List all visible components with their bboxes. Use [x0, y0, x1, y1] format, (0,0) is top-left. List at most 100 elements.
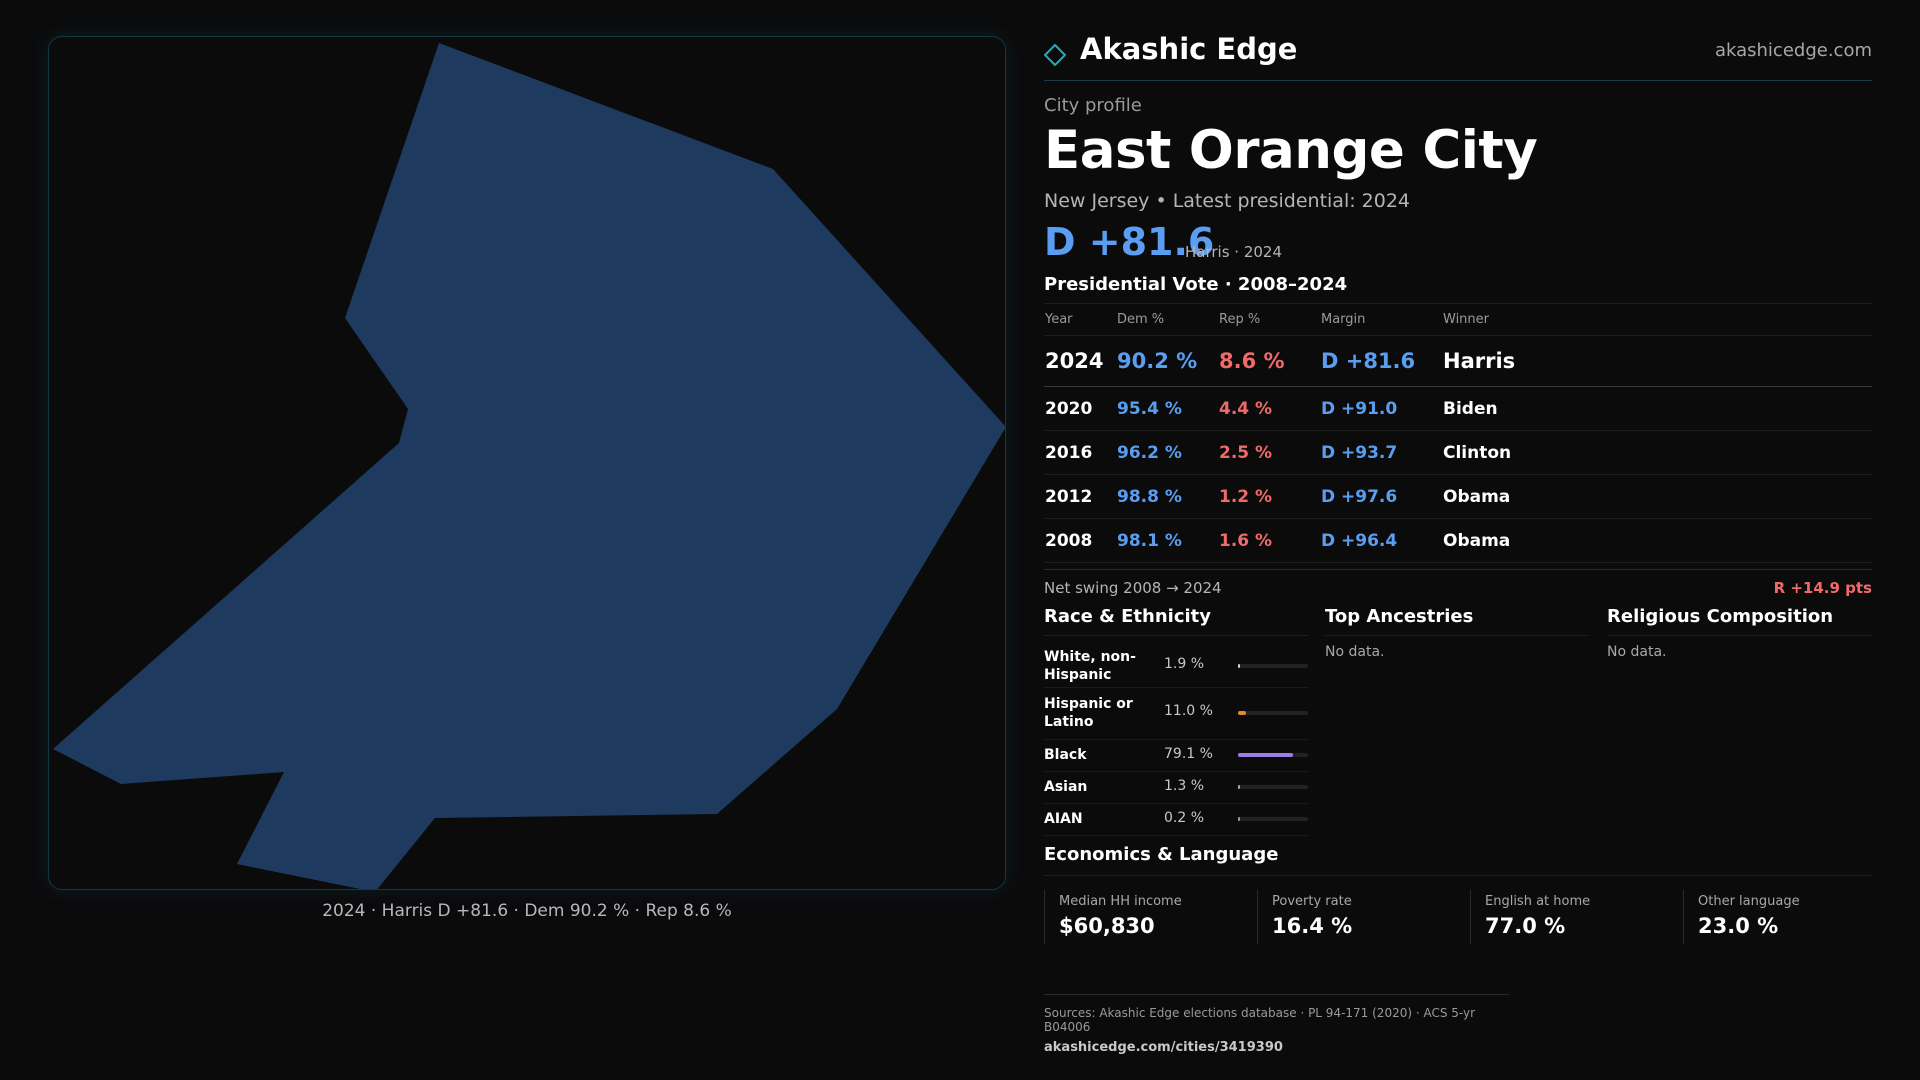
page-kicker: City profile [1044, 95, 1142, 116]
header-dem: Dem % [1116, 304, 1218, 336]
stat-label: English at home [1485, 894, 1591, 909]
table-row: 2016 96.2 % 2.5 % D +93.7 Clinton [1044, 430, 1872, 475]
stat-value: $60,830 [1059, 914, 1155, 938]
margin-cell: D +81.6 [1320, 335, 1442, 387]
economics-stats: Median HH income $60,830 Poverty rate 16… [1044, 890, 1872, 944]
stat-poverty-rate: Poverty rate 16.4 % [1257, 890, 1470, 944]
rep-cell: 4.4 % [1218, 386, 1320, 431]
year-cell: 2012 [1044, 474, 1116, 519]
stat-value: 16.4 % [1272, 914, 1353, 938]
race-label: Asian [1044, 779, 1088, 795]
race-row: White, non-Hispanic 1.9 % [1044, 636, 1308, 688]
table-row: 2020 95.4 % 4.4 % D +91.0 Biden [1044, 386, 1872, 431]
race-bar-fill [1238, 753, 1294, 757]
winner-cell: Harris [1442, 335, 1872, 387]
winner-cell: Clinton [1442, 430, 1872, 475]
stat-english-at-home: English at home 77.0 % [1470, 890, 1683, 944]
stat-label: Median HH income [1059, 894, 1182, 909]
race-bar-fill [1238, 817, 1240, 821]
race-pct: 79.1 % [1164, 746, 1213, 762]
stat-value: 23.0 % [1698, 914, 1779, 938]
race-pct: 0.2 % [1164, 810, 1205, 826]
race-bar [1238, 711, 1308, 715]
footer: Sources: Akashic Edge elections database… [1044, 994, 1509, 1055]
rep-cell: 1.2 % [1218, 474, 1320, 519]
year-cell: 2024 [1044, 335, 1116, 387]
race-row: Hispanic or Latino 11.0 % [1044, 688, 1308, 740]
stat-median-income: Median HH income $60,830 [1044, 890, 1257, 944]
table-row: 2008 98.1 % 1.6 % D +96.4 Obama [1044, 518, 1872, 563]
header-winner: Winner [1442, 304, 1872, 336]
margin-note: Harris · 2024 [1185, 243, 1283, 261]
race-row: Black 79.1 % [1044, 740, 1308, 772]
race-pct: 1.3 % [1164, 778, 1205, 794]
margin-value: D +81.6 [1044, 220, 1215, 264]
ancestries-panel: Top Ancestries No data. [1325, 606, 1589, 660]
margin-cell: D +93.7 [1320, 430, 1442, 475]
winner-cell: Obama [1442, 474, 1872, 519]
race-label: Hispanic or Latino [1044, 696, 1133, 730]
year-cell: 2016 [1044, 430, 1116, 475]
race-label: AIAN [1044, 811, 1083, 827]
page-url-link[interactable]: akashicedge.com/cities/3419390 [1044, 1040, 1283, 1055]
dem-cell: 95.4 % [1116, 386, 1218, 431]
race-ethnicity-panel: Race & Ethnicity White, non-Hispanic 1.9… [1044, 606, 1308, 836]
race-bar [1238, 753, 1308, 757]
dem-cell: 98.8 % [1116, 474, 1218, 519]
race-label: White, non-Hispanic [1044, 649, 1136, 683]
demographics-section: Race & Ethnicity White, non-Hispanic 1.9… [1044, 606, 1872, 860]
vote-table-title: Presidential Vote · 2008–2024 [1044, 274, 1872, 304]
stat-label: Other language [1698, 894, 1800, 909]
dem-cell: 96.2 % [1116, 430, 1218, 475]
margin-cell: D +97.6 [1320, 474, 1442, 519]
table-row: 2012 98.8 % 1.2 % D +97.6 Obama [1044, 474, 1872, 519]
religion-empty: No data. [1607, 644, 1667, 660]
page-subtitle: New Jersey • Latest presidential: 2024 [1044, 190, 1411, 212]
header-margin: Margin [1320, 304, 1442, 336]
city-boundary-shape [53, 43, 1005, 889]
table-row: 2024 90.2 % 8.6 % D +81.6 Harris [1044, 335, 1872, 387]
race-row: AIAN 0.2 % [1044, 804, 1308, 836]
header-year: Year [1044, 304, 1116, 336]
race-bar-fill [1238, 785, 1240, 789]
swing-value: R +14.9 pts [1773, 579, 1872, 597]
rep-cell: 8.6 % [1218, 335, 1320, 387]
net-swing: Net swing 2008 → 2024 R +14.9 pts [1044, 569, 1872, 604]
race-label: Black [1044, 747, 1087, 763]
race-pct: 11.0 % [1164, 703, 1213, 719]
race-row: Asian 1.3 % [1044, 772, 1308, 804]
diamond-icon [1044, 44, 1066, 66]
vote-table: Year Dem % Rep % Margin Winner 2024 90.2… [1044, 304, 1872, 563]
vote-table-header: Year Dem % Rep % Margin Winner [1044, 304, 1872, 336]
dem-cell: 90.2 % [1116, 335, 1218, 387]
stat-value: 77.0 % [1485, 914, 1566, 938]
rep-cell: 1.6 % [1218, 518, 1320, 563]
profile-panel: Akashic Edge akashicedge.com City profil… [1044, 30, 1872, 860]
race-bar-fill [1238, 664, 1240, 668]
race-bar [1238, 664, 1308, 668]
winner-cell: Obama [1442, 518, 1872, 563]
race-bar-fill [1238, 711, 1246, 715]
headline-margin: D +81.6 Harris · 2024 [1044, 220, 1872, 268]
stat-label: Poverty rate [1272, 894, 1352, 909]
dem-cell: 98.1 % [1116, 518, 1218, 563]
stat-other-language: Other language 23.0 % [1683, 890, 1872, 944]
margin-cell: D +91.0 [1320, 386, 1442, 431]
brand-name: Akashic Edge [1080, 32, 1298, 66]
race-bar [1238, 785, 1308, 789]
margin-cell: D +96.4 [1320, 518, 1442, 563]
winner-cell: Biden [1442, 386, 1872, 431]
race-title: Race & Ethnicity [1044, 606, 1308, 636]
ancestries-title: Top Ancestries [1325, 606, 1589, 636]
religion-title: Religious Composition [1607, 606, 1872, 636]
religion-panel: Religious Composition No data. [1607, 606, 1872, 660]
sources-note: Sources: Akashic Edge elections database… [1044, 1006, 1476, 1034]
year-cell: 2020 [1044, 386, 1116, 431]
brand-domain-link[interactable]: akashicedge.com [1714, 40, 1872, 61]
city-boundary-map [53, 43, 1005, 889]
race-pct: 1.9 % [1164, 656, 1205, 672]
map-panel [48, 36, 1006, 890]
ancestries-empty: No data. [1325, 644, 1385, 660]
rep-cell: 2.5 % [1218, 430, 1320, 475]
map-caption: 2024 · Harris D +81.6 · Dem 90.2 % · Rep… [322, 901, 732, 921]
